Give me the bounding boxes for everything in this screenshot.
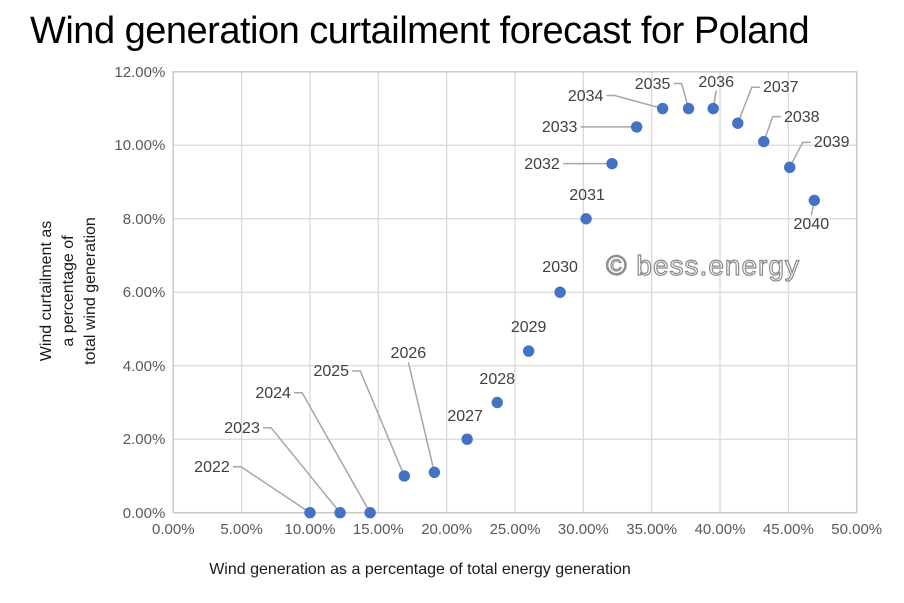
x-tick-label-10.00%: 10.00%	[284, 520, 336, 538]
leader-line-2023	[263, 426, 341, 514]
y-tick-label-4.00%: 4.00%	[122, 357, 166, 375]
point-label-2034: 2034	[567, 87, 604, 105]
x-tick-label-15.00%: 15.00%	[352, 520, 404, 538]
data-point-2023	[334, 507, 346, 519]
data-point-2035	[682, 102, 695, 115]
data-point-2028	[491, 396, 503, 409]
y-axis-title-line2: a percentage of	[60, 235, 77, 347]
x-tick-label-0.00%: 0.00%	[152, 520, 195, 538]
y-tick-label-12.00%: 12.00%	[114, 63, 166, 81]
point-label-2036: 2036	[698, 73, 734, 91]
point-label-2025: 2025	[313, 362, 350, 380]
leader-line-2025	[352, 370, 405, 477]
chart-title: Wind generation curtailment forecast for…	[30, 10, 810, 52]
data-point-2031	[580, 213, 592, 225]
y-tick-label-2.00%: 2.00%	[122, 431, 166, 449]
point-label-2031: 2031	[569, 186, 605, 204]
data-point-2032	[606, 157, 618, 170]
x-tick-label-25.00%: 25.00%	[489, 520, 541, 538]
leader-line-2026	[407, 362, 436, 473]
data-point-2022	[304, 507, 316, 519]
plot-border	[172, 71, 858, 514]
data-point-2026	[428, 466, 441, 478]
y-tick-label-10.00%: 10.00%	[114, 137, 166, 155]
data-point-2034	[656, 102, 669, 115]
y-tick-label-0.00%: 0.00%	[122, 504, 166, 522]
data-point-2025	[398, 470, 410, 482]
point-label-2027: 2027	[447, 408, 483, 426]
data-point-2039	[784, 161, 796, 174]
x-tick-label-35.00%: 35.00%	[626, 520, 678, 538]
y-tick-label-6.00%: 6.00%	[122, 284, 166, 302]
x-tick-label-40.00%: 40.00%	[694, 520, 746, 538]
leader-line-2038	[763, 115, 781, 142]
point-label-2038: 2038	[783, 108, 820, 126]
point-label-2024: 2024	[255, 384, 291, 402]
data-point-2030	[554, 286, 566, 298]
x-tick-label-30.00%: 30.00%	[557, 520, 609, 538]
data-point-2024	[364, 507, 376, 519]
x-tick-label-50.00%: 50.00%	[831, 520, 883, 538]
watermark: © bess.energy	[605, 249, 800, 281]
leader-line-2035	[673, 82, 690, 109]
point-label-2035: 2035	[634, 75, 671, 93]
x-axis-title: Wind generation as a percentage of total…	[209, 561, 631, 578]
point-label-2040: 2040	[793, 216, 830, 234]
point-label-2030: 2030	[542, 259, 578, 277]
leader-line-2034	[606, 94, 663, 110]
point-label-2032: 2032	[524, 155, 560, 173]
leader-line-2024	[294, 391, 371, 514]
y-axis-title: Wind curtailment as a percentage of tota…	[36, 141, 102, 441]
point-label-2033: 2033	[541, 118, 578, 136]
y-axis-title-line1: Wind curtailment as	[38, 220, 55, 362]
data-point-2040	[808, 194, 821, 207]
leader-line-2037	[737, 86, 760, 124]
point-label-2039: 2039	[813, 134, 850, 152]
x-tick-label-5.00%: 5.00%	[220, 520, 263, 538]
point-label-2022: 2022	[194, 458, 230, 476]
x-tick-label-45.00%: 45.00%	[762, 520, 814, 538]
y-axis-title-line3: total wind generation	[82, 217, 99, 365]
point-label-2037: 2037	[762, 79, 799, 97]
point-label-2023: 2023	[224, 419, 260, 437]
point-label-2028: 2028	[479, 371, 516, 389]
x-tick-label-20.00%: 20.00%	[421, 520, 473, 538]
leader-line-2022	[232, 465, 311, 514]
data-point-2027	[461, 433, 473, 445]
data-point-2037	[732, 117, 744, 129]
data-point-2036	[707, 102, 719, 115]
point-label-2029: 2029	[510, 319, 547, 337]
data-point-2038	[758, 135, 770, 148]
point-label-2026: 2026	[390, 345, 427, 363]
y-tick-label-8.00%: 8.00%	[122, 210, 166, 228]
data-point-2029	[522, 345, 535, 357]
data-point-2033	[630, 121, 643, 133]
leader-line-2039	[789, 141, 811, 168]
